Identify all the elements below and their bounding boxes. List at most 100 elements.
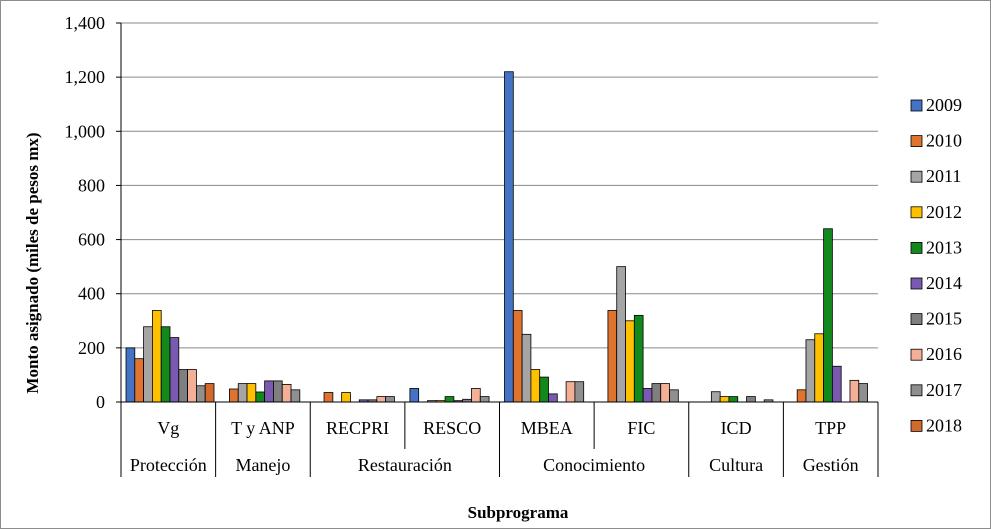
- x-group-label: Manejo: [235, 455, 290, 475]
- legend-swatch: [910, 206, 923, 219]
- bar-2010-FIC: [607, 310, 618, 403]
- x-group-label: Restauración: [358, 455, 452, 475]
- legend-item: 2015: [910, 309, 962, 329]
- bar-2016-T y ANP: [281, 384, 292, 403]
- bar-2015-T y ANP: [273, 380, 283, 403]
- x-group-label: Protección: [130, 455, 207, 475]
- bar-2011-ICD: [710, 391, 721, 403]
- bar-2012-ICD: [719, 396, 730, 403]
- bar-2017-T y ANP: [290, 389, 301, 403]
- axes: [116, 22, 879, 477]
- legend-label: 2014: [926, 273, 962, 293]
- bar-2013-FIC: [633, 314, 644, 403]
- y-axis-title: Monto asignado (miles de pesos mx): [23, 132, 42, 393]
- bar-2010-RECPRI: [323, 392, 334, 403]
- bar-2016-RECPRI: [376, 396, 387, 403]
- bar-2017-FIC: [669, 389, 679, 403]
- x-group-label: Gestión: [803, 455, 859, 475]
- x-group-label: Cultura: [709, 455, 763, 475]
- x-axis-title: Subprograma: [468, 503, 569, 522]
- legend-item: 2010: [910, 131, 962, 151]
- legend-label: 2010: [926, 131, 962, 151]
- legend-item: 2014: [910, 273, 962, 293]
- legend-swatch: [910, 419, 923, 432]
- y-tick-label: 800: [78, 175, 105, 195]
- legend-label: 2012: [926, 202, 962, 222]
- bar-2012-FIC: [625, 320, 635, 403]
- legend-label: 2011: [926, 166, 961, 186]
- x-category-label: ICD: [721, 418, 752, 438]
- y-tick-labels: 0 200 400 600 800 1,000 1,200 1,400: [65, 13, 106, 412]
- legend-label: 2017: [926, 380, 962, 400]
- bar-2017-TPP: [858, 383, 868, 403]
- legend-item: 2016: [910, 344, 962, 364]
- bar-2018-Vg: [204, 383, 215, 403]
- legend-swatch: [910, 170, 923, 183]
- bar-2014-T y ANP: [264, 380, 274, 403]
- legend-item: 2009: [910, 95, 962, 115]
- bar-2016-FIC: [660, 383, 670, 403]
- legend: 2009 2010 2011 2012 2013 2014 2015 2016 2017 2018: [910, 95, 962, 435]
- gridlines: [121, 22, 878, 349]
- legend-item: 2018: [910, 415, 962, 435]
- bar-2011-FIC: [616, 266, 626, 403]
- y-tick-label: 200: [78, 338, 105, 358]
- x-category-label: Vg: [157, 418, 179, 438]
- x-category-label: TPP: [815, 418, 846, 438]
- bar-2014-FIC: [642, 388, 653, 403]
- legend-item: 2013: [910, 237, 962, 257]
- legend-swatch: [910, 277, 923, 290]
- legend-swatch: [910, 348, 923, 361]
- bar-2013-Vg: [160, 326, 171, 403]
- x-group-label: Conocimiento: [543, 455, 645, 475]
- bar-2017-RECPRI: [385, 396, 395, 403]
- legend-label: 2013: [926, 237, 962, 257]
- bar-2009-Vg: [125, 347, 136, 403]
- bar-2017-Vg: [195, 385, 206, 403]
- legend-swatch: [910, 99, 923, 112]
- bar-2017-RESCO: [479, 396, 490, 403]
- bar-2014-TPP: [831, 365, 842, 403]
- legend-item: 2012: [910, 202, 962, 222]
- bar-2013-ICD: [728, 396, 739, 403]
- x-category-labels: Vg T y ANP RECPRI RESCO MBEA FIC ICD TPP Protecc…: [130, 418, 859, 475]
- bar-2013-T y ANP: [255, 391, 266, 403]
- legend-label: 2016: [926, 344, 962, 364]
- x-category-label: RESCO: [423, 418, 481, 438]
- bar-2012-TPP: [814, 333, 824, 403]
- y-tick-label: 400: [78, 284, 105, 304]
- bar-2010-MBEA: [512, 310, 523, 403]
- y-tick-label: 1,000: [65, 121, 106, 141]
- legend-item: 2017: [910, 380, 962, 400]
- bar-2014-MBEA: [548, 393, 558, 403]
- bar-2009-MBEA: [504, 71, 514, 403]
- bar-2012-T y ANP: [246, 383, 257, 403]
- bar-2011-TPP: [805, 339, 816, 403]
- legend-label: 2018: [926, 415, 962, 435]
- y-tick-label: 1,200: [65, 67, 106, 87]
- bar-2013-RESCO: [444, 396, 455, 403]
- bar-2011-T y ANP: [237, 383, 248, 403]
- legend-swatch: [910, 384, 923, 397]
- bar-2012-RECPRI: [341, 392, 351, 403]
- x-category-label: FIC: [627, 418, 655, 438]
- bar-2012-MBEA: [530, 369, 541, 403]
- legend-swatch: [910, 241, 923, 254]
- bar-2016-RESCO: [471, 388, 481, 403]
- x-category-label: RECPRI: [326, 418, 389, 438]
- bar-2010-TPP: [796, 389, 807, 403]
- legend-label: 2015: [926, 309, 962, 329]
- bar-2013-TPP: [823, 228, 833, 403]
- x-category-label: MBEA: [521, 418, 573, 438]
- y-tick-label: 0: [96, 392, 105, 412]
- bar-2015-Vg: [178, 369, 189, 403]
- bar-2011-Vg: [143, 326, 153, 403]
- bar-2011-MBEA: [521, 333, 532, 403]
- bar-2015-FIC: [651, 383, 662, 403]
- bar-2012-Vg: [151, 310, 162, 403]
- bar-2010-T y ANP: [229, 388, 239, 403]
- y-tick-label: 600: [78, 230, 105, 250]
- legend-swatch: [910, 135, 923, 148]
- bars: [125, 71, 868, 403]
